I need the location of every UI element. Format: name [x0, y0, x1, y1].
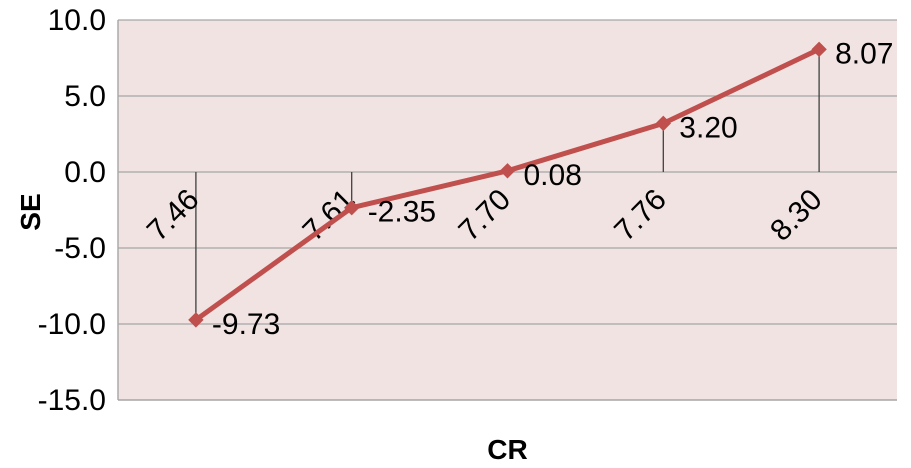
y-axis-title: SE	[15, 193, 46, 230]
data-point-marker	[811, 41, 827, 58]
y-tick-label: 10.0	[48, 4, 106, 37]
data-point-marker	[188, 312, 204, 328]
data-labels: -9.73 -2.35 0.08 3.20 8.07	[212, 37, 894, 341]
y-tick-label: 0.0	[64, 156, 106, 189]
data-label: 0.08	[524, 159, 582, 192]
plot-area	[118, 20, 897, 400]
data-label: -2.35	[368, 196, 436, 229]
y-tick-label: -10.0	[38, 308, 106, 341]
y-tick-label: -15.0	[38, 384, 106, 417]
y-tick-label: -5.0	[54, 232, 106, 265]
x-axis-title: CR	[487, 434, 527, 465]
data-point-marker	[655, 115, 672, 132]
data-label: -9.73	[212, 308, 280, 341]
data-point-marker	[343, 200, 360, 216]
y-axis-ticks: 10.0 5.0 0.0 -5.0 -10.0 -15.0	[38, 4, 106, 417]
data-label: 8.07	[835, 37, 893, 70]
data-point-marker	[499, 163, 516, 179]
data-label: 3.20	[679, 111, 737, 144]
data-markers	[188, 41, 827, 328]
y-tick-label: 5.0	[64, 80, 106, 113]
